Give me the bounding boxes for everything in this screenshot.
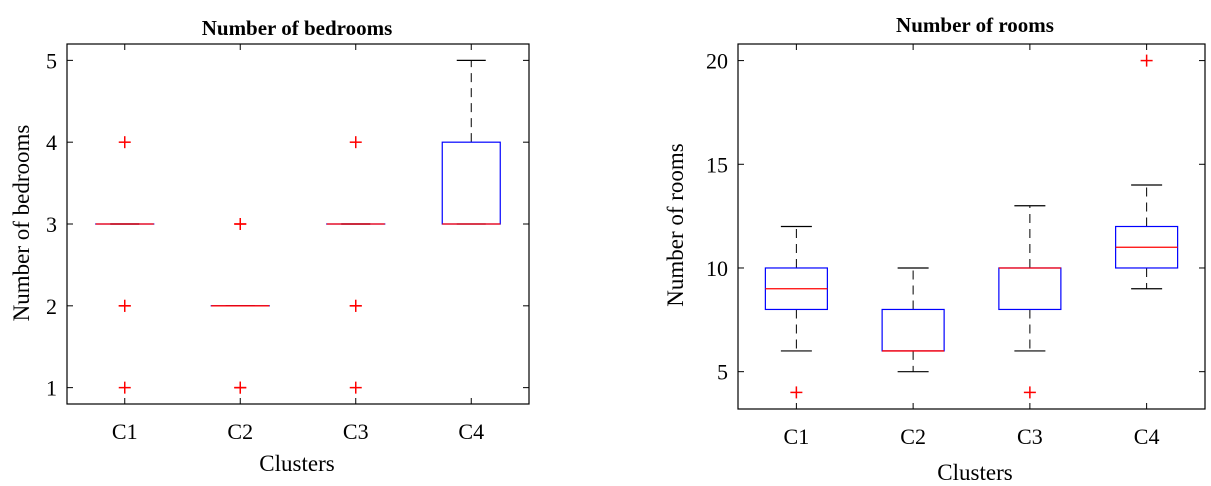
box	[998, 267, 1062, 311]
x-tick-label: C2	[227, 419, 253, 444]
x-tick-label: C4	[458, 419, 484, 444]
outlier-point	[1023, 386, 1036, 399]
x-tick-label: C1	[784, 424, 810, 449]
outlier-point	[349, 299, 362, 312]
outlier-point	[234, 381, 247, 394]
outlier-point	[349, 136, 362, 149]
box	[881, 308, 945, 352]
y-axis-label: Number of bedrooms	[9, 125, 34, 322]
chart-bedrooms: Number of bedrooms Clusters Number of be…	[9, 16, 530, 476]
outlier-point	[234, 218, 247, 230]
y-tick-label: 1	[46, 376, 57, 401]
y-tick-label: 10	[706, 256, 728, 281]
outlier-point	[118, 136, 131, 149]
plot-area	[737, 43, 1206, 410]
outlier-point	[118, 381, 131, 394]
y-tick-label: 5	[717, 360, 728, 385]
x-tick-label: C4	[1134, 424, 1160, 449]
y-axis-label: Number of rooms	[663, 143, 688, 307]
chart-rooms: Number of rooms Clusters Number of rooms…	[663, 13, 1206, 485]
y-tick-label: 3	[46, 212, 57, 237]
y-tick-label: 15	[706, 152, 728, 177]
y-tick-label: 5	[46, 48, 57, 73]
outlier-point	[118, 299, 131, 312]
x-tick-label: C3	[343, 419, 369, 444]
x-tick-label: C2	[900, 424, 926, 449]
plot-marks: 1 2 3 4 5 C1 C2 C3 C4	[46, 44, 529, 444]
y-tick-label: 20	[706, 49, 728, 74]
y-tick-label: 4	[46, 130, 57, 155]
plot-marks: 5 10 15 20 C1 C2 C3 C4	[706, 44, 1205, 449]
y-tick-label: 2	[46, 294, 57, 319]
outlier-point	[790, 386, 803, 399]
chart-title: Number of rooms	[896, 13, 1054, 37]
chart-title: Number of bedrooms	[202, 16, 393, 40]
outlier-point	[349, 381, 362, 394]
box	[441, 141, 501, 225]
outlier-point	[1140, 54, 1153, 67]
x-tick-label: C3	[1017, 424, 1043, 449]
x-tick-label: C1	[112, 419, 138, 444]
x-axis-label: Clusters	[937, 460, 1012, 485]
x-axis-label: Clusters	[259, 451, 334, 476]
